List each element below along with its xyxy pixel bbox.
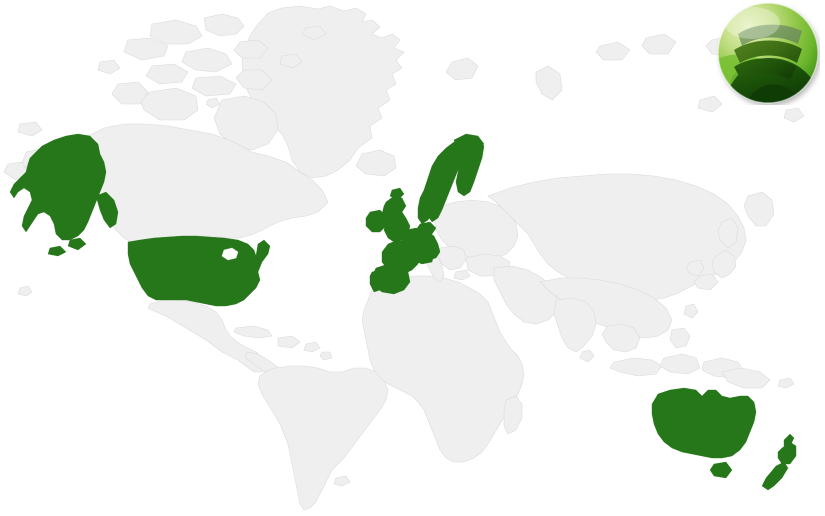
region-madagascar[interactable]: [503, 395, 523, 435]
map-layer-available: [9, 133, 797, 491]
region-canadian-arctic-2[interactable]: [149, 19, 203, 45]
region-finland[interactable]: [455, 135, 485, 197]
region-indonesia-1[interactable]: [609, 357, 663, 377]
region-canadian-arctic-7[interactable]: [191, 75, 237, 97]
region-new-guinea[interactable]: [721, 367, 771, 389]
region-sakhalin[interactable]: [717, 217, 739, 249]
region-caribbean-islands[interactable]: [303, 341, 321, 353]
region-japan-south[interactable]: [693, 273, 719, 291]
region-arctic-islet-6[interactable]: [17, 121, 43, 137]
region-russia-asia[interactable]: [487, 173, 747, 301]
map-layer-unavailable: [3, 5, 805, 511]
spotify-logo[interactable]: [716, 1, 820, 105]
region-caribbean-hispaniola[interactable]: [277, 335, 301, 349]
region-africa[interactable]: [361, 275, 525, 463]
region-india[interactable]: [553, 297, 597, 353]
region-australia[interactable]: [651, 387, 757, 459]
region-europe-east[interactable]: [433, 199, 519, 261]
region-new-zealand-south[interactable]: [761, 461, 789, 491]
region-japan[interactable]: [711, 249, 737, 279]
region-alaska[interactable]: [9, 133, 107, 241]
region-canadian-arctic-1[interactable]: [203, 13, 245, 37]
region-balkans[interactable]: [437, 245, 467, 271]
region-korea[interactable]: [685, 259, 705, 277]
region-arctic-islet-1[interactable]: [97, 59, 121, 75]
region-caribbean-islets[interactable]: [319, 351, 333, 361]
region-hawaii[interactable]: [17, 285, 33, 297]
region-greece-islands[interactable]: [453, 269, 471, 281]
region-canadian-arctic-3[interactable]: [123, 37, 169, 61]
region-pacific-islet-4[interactable]: [783, 107, 805, 123]
region-arctic-islet-4[interactable]: [205, 97, 221, 109]
region-svalbard[interactable]: [445, 57, 479, 81]
region-kamchatka[interactable]: [743, 191, 775, 227]
region-arctic-islet-3[interactable]: [301, 25, 327, 41]
region-united-states[interactable]: [127, 235, 271, 307]
region-taiwan[interactable]: [683, 303, 699, 319]
region-novaya-zemlya[interactable]: [535, 65, 563, 101]
logo-rim: [717, 2, 819, 104]
region-mexico[interactable]: [147, 299, 267, 373]
region-banks-island[interactable]: [111, 81, 149, 105]
region-middle-east[interactable]: [493, 265, 559, 325]
region-new-zealand-north-tip[interactable]: [783, 433, 795, 447]
region-philippines[interactable]: [669, 327, 691, 349]
region-portugal[interactable]: [369, 269, 383, 293]
region-severnaya-zemlya[interactable]: [641, 33, 677, 55]
region-iceland[interactable]: [355, 149, 397, 177]
region-canadian-arctic-5[interactable]: [233, 39, 269, 59]
region-canadian-arctic-8[interactable]: [235, 69, 273, 91]
region-new-zealand-north[interactable]: [777, 441, 797, 465]
region-alaska-panhandle[interactable]: [95, 191, 119, 229]
region-alaska-aleutians[interactable]: [47, 245, 67, 257]
region-canadian-arctic-4[interactable]: [181, 47, 233, 73]
region-arctic-russia-islands[interactable]: [595, 41, 631, 61]
logo-arc-middle: [734, 40, 802, 63]
region-scotland-north[interactable]: [389, 187, 405, 201]
region-canadian-arctic-6[interactable]: [145, 63, 189, 85]
region-caribbean-cuba[interactable]: [233, 325, 273, 339]
region-pacific-islands[interactable]: [777, 377, 795, 389]
region-ireland[interactable]: [365, 209, 387, 233]
region-arctic-islet-2[interactable]: [279, 53, 303, 69]
region-victoria-island[interactable]: [139, 87, 199, 121]
region-south-america[interactable]: [257, 365, 389, 511]
logo-arc-bottom: [734, 58, 796, 81]
logo-arc-top: [738, 24, 802, 46]
region-sri-lanka[interactable]: [579, 349, 595, 363]
region-baffin-island[interactable]: [213, 95, 279, 151]
logo-highlight: [724, 7, 780, 39]
region-great-lakes[interactable]: [221, 247, 239, 261]
region-southeast-asia[interactable]: [601, 323, 641, 353]
region-alaska-aleutians-2[interactable]: [67, 237, 87, 251]
region-tasmania[interactable]: [709, 461, 733, 479]
region-falklands[interactable]: [333, 475, 351, 487]
region-pacific-islet-3[interactable]: [697, 95, 723, 113]
region-indonesia-2[interactable]: [659, 353, 701, 375]
